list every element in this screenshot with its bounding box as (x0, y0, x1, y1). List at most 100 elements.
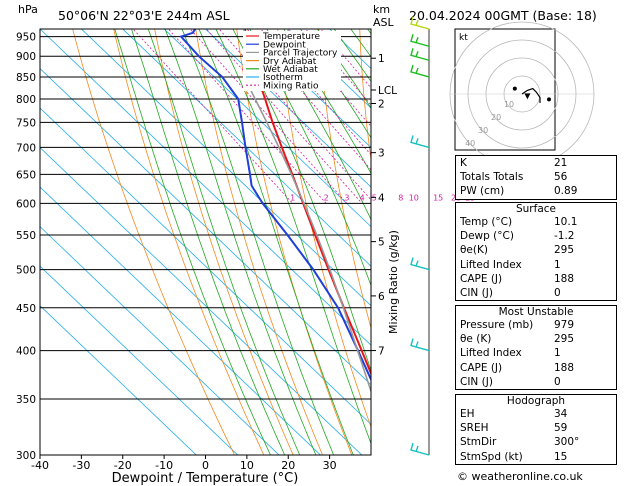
isotherm-line (40, 226, 280, 455)
height-axis: 7 6 54 3 2 LCL 1 (371, 53, 397, 358)
mixing-ratio-label: 5 (372, 193, 377, 202)
pressure-tick-label: 950 (16, 32, 36, 44)
pressure-tick-label: 800 (16, 94, 36, 106)
location-label: 50°06'N 22°03'E 244m ASL (58, 8, 230, 23)
surface-row: CIN (J) 0 (460, 287, 561, 300)
pressure-tick-label: 700 (16, 142, 36, 154)
legend-label: Dry Adiabat (263, 57, 317, 67)
legend-label: Parcel Trajectory (263, 49, 338, 59)
hodograph-unit-label: kt (459, 33, 468, 43)
isotherm-line (40, 107, 371, 425)
hodograph-ring-label: 30 (478, 126, 488, 135)
height-tick-label: 3 (378, 148, 385, 160)
isobar-lines (40, 36, 371, 456)
profile-parcel-trajectory (243, 29, 371, 394)
wind-barb (410, 257, 430, 271)
km-unit-label: km (373, 3, 390, 16)
mixing-ratio-label: 3 (344, 193, 349, 202)
plot-frame (39, 28, 372, 456)
hodograph-point (547, 97, 551, 102)
x-tick-label: 0 (202, 459, 209, 472)
legend-label: Isotherm (263, 73, 303, 83)
isotherm-line (40, 186, 322, 455)
mu-row: Lifted Index 1 (460, 347, 561, 360)
legend-label: Mixing Ratio (263, 81, 319, 91)
isotherm-line (40, 29, 371, 346)
legend-label: Dewpoint (263, 40, 306, 50)
pressure-axis: 300 350 400 450 500 550 600 650 700 750 800 850 900 9… (16, 32, 36, 462)
isotherm-line (163, 29, 371, 228)
x-tick-label: -30 (72, 459, 90, 472)
mixing-ratio-label: 8 (398, 193, 403, 202)
hodograph-point (512, 86, 517, 91)
storm-motion-marker (524, 93, 531, 100)
mixing-ratio-label: 2 (324, 193, 329, 202)
hodo-row: SREH 59 (460, 422, 568, 435)
hodo-row: StmSpd (kt) 15 (460, 450, 568, 463)
wind-barb (410, 34, 430, 47)
pressure-tick-label: 350 (16, 394, 36, 406)
pressure-tick-label: 550 (16, 230, 36, 242)
wind-barb (410, 48, 430, 61)
hodo-row: EH 34 (460, 408, 568, 420)
surface-row: Dewp (°C) -1.2 (460, 230, 575, 243)
dry-adiabat-line (359, 29, 371, 163)
index-row-pw: PW (cm) 0.89 (460, 185, 578, 198)
isotherm-line (246, 29, 371, 149)
wind-barb (410, 64, 430, 78)
y-unit-label: hPa (18, 3, 38, 16)
height-tick-label: 6 (378, 291, 385, 303)
surface-row: θe(K) 295 (460, 244, 575, 257)
surface-row: CAPE (J) 188 (460, 272, 575, 285)
hodograph-ring-label: 20 (491, 113, 501, 122)
legend-label: Wet Adiabat (263, 65, 318, 75)
wind-barb (410, 338, 430, 352)
pressure-tick-label: 900 (16, 51, 36, 63)
surface-table: Surface Temp (°C) 10.1 Dewp (°C) -1.2 θe(K… (455, 202, 617, 302)
height-tick-label: 2 (378, 99, 385, 111)
pressure-tick-label: 650 (16, 169, 36, 181)
mu-row: θe (K) 295 (460, 333, 575, 346)
index-row-totals: Totals Totals 56 (460, 171, 568, 184)
x-tick-label: 20 (281, 459, 295, 472)
pressure-tick-label: 300 (16, 450, 36, 462)
x-axis-title: Dewpoint / Temperature (°C) (112, 471, 299, 486)
x-tick-label: -40 (31, 459, 49, 472)
mixing-ratio-label: 4 (360, 193, 365, 202)
isotherm-line (40, 67, 371, 386)
mu-row: Pressure (mb) 979 (460, 319, 575, 331)
hodograph-title: Hodograph (506, 395, 566, 407)
hodograph-table: Hodograph EH 34 SREH 59 StmDir 300° StmSpd … (455, 394, 617, 465)
wind-barbs (410, 16, 430, 456)
height-tick-label: 7 (378, 346, 385, 358)
hodograph-ring-label: 10 (504, 100, 514, 109)
mixing-ratio-label: 1 (290, 193, 295, 202)
pressure-tick-label: 400 (16, 346, 36, 358)
height-tick-label: 4 (378, 192, 385, 204)
mixing-ratio-axis-title: Mixing Ratio (g/kg) (387, 230, 400, 334)
surface-title: Surface (515, 203, 556, 215)
legend-label: Temperature (262, 32, 320, 42)
mixing-ratio-label: 10 (409, 193, 419, 202)
isotherm-line (40, 147, 363, 455)
wind-barb (410, 442, 430, 456)
mixing-ratio-label: 15 (433, 193, 443, 202)
isotherm-line (40, 305, 197, 455)
height-tick-label: 1 (378, 53, 385, 65)
pressure-tick-label: 600 (16, 198, 36, 210)
pressure-tick-label: 750 (16, 117, 36, 129)
pressure-tick-label: 500 (16, 265, 36, 277)
wind-barb (410, 16, 430, 30)
legend-background (243, 31, 341, 91)
surface-row: Lifted Index 1 (460, 258, 561, 271)
profile-dewpoint (179, 29, 371, 382)
hodograph-frame (454, 28, 556, 151)
wet-adiabat-line (316, 29, 371, 109)
isotherm-line (204, 29, 371, 188)
height-tick-label: LCL (378, 85, 397, 97)
pressure-tick-label: 850 (16, 72, 36, 84)
x-tick-label: -10 (155, 459, 173, 472)
